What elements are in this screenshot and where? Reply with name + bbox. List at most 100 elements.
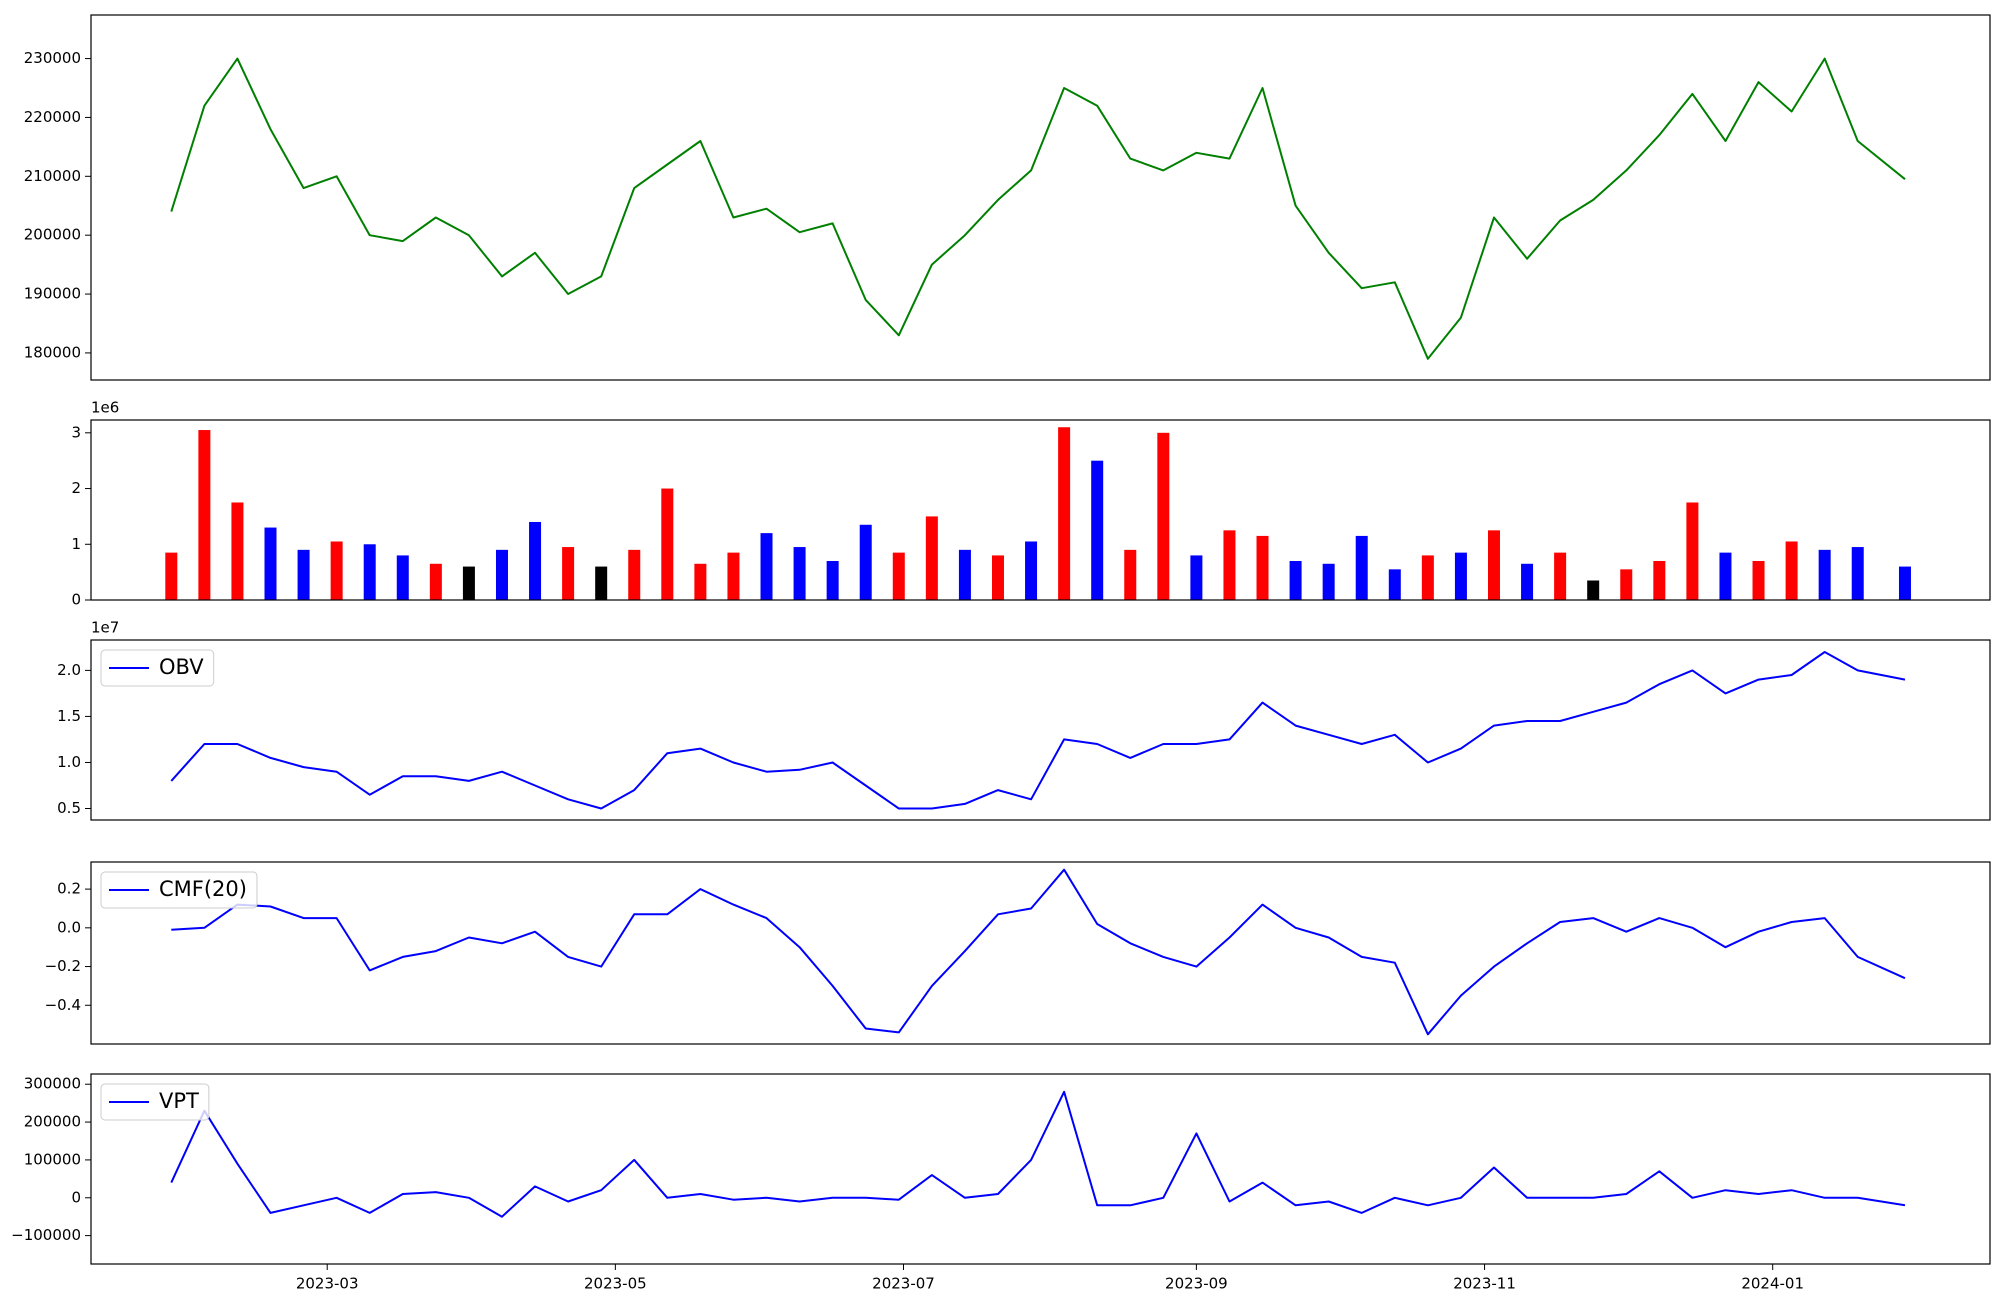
x-tick-label: 2023-05 bbox=[584, 1275, 647, 1293]
volume-bar bbox=[1620, 569, 1633, 600]
volume-bar bbox=[396, 555, 409, 600]
volume-bar bbox=[1223, 530, 1236, 600]
y-tick-label: 0.0 bbox=[57, 918, 81, 936]
volume-bar bbox=[264, 527, 277, 600]
volume-bar bbox=[661, 488, 674, 600]
legend-box bbox=[100, 871, 258, 909]
volume-bar bbox=[1355, 535, 1368, 600]
volume-bar bbox=[1898, 566, 1911, 600]
volume-bar bbox=[1157, 432, 1170, 600]
legend-box bbox=[100, 1083, 210, 1121]
axis-offset-text: 1e6 bbox=[91, 399, 119, 417]
series-line bbox=[170, 57, 1906, 360]
x-tick-label: 2023-09 bbox=[1165, 1275, 1228, 1293]
volume-bar bbox=[1256, 535, 1269, 600]
legend-label: OBV bbox=[159, 655, 204, 679]
volume-bar bbox=[1587, 580, 1600, 600]
axes-frame bbox=[90, 639, 1991, 821]
y-tick-label: −100000 bbox=[11, 1226, 81, 1244]
x-tick-label: 2023-11 bbox=[1453, 1275, 1516, 1293]
y-tick-label: 0.2 bbox=[57, 880, 81, 898]
y-tick-label: 220000 bbox=[24, 108, 81, 126]
volume-bar bbox=[198, 430, 211, 600]
volume-bar bbox=[595, 566, 608, 600]
volume-bar bbox=[793, 547, 806, 600]
volume-bar bbox=[462, 566, 475, 600]
volume-bar bbox=[628, 549, 641, 600]
volume-bar bbox=[1818, 549, 1831, 600]
volume-bar bbox=[958, 549, 971, 600]
y-tick-label: 190000 bbox=[24, 285, 81, 303]
volume-bar bbox=[429, 563, 442, 600]
volume-bar bbox=[297, 549, 310, 600]
volume-bar bbox=[1851, 547, 1864, 600]
volume-bar bbox=[330, 541, 343, 600]
volume-bar bbox=[1653, 560, 1666, 600]
series-line bbox=[170, 651, 1906, 810]
volume-bar bbox=[1752, 560, 1765, 600]
series-line bbox=[170, 1090, 1906, 1218]
legend-label: VPT bbox=[159, 1089, 199, 1113]
volume-bar bbox=[1454, 552, 1467, 600]
axis-offset-text: 1e7 bbox=[91, 619, 119, 637]
y-tick-label: 200000 bbox=[24, 226, 81, 244]
volume-bar bbox=[1521, 563, 1534, 600]
volume-bar bbox=[991, 555, 1004, 600]
volume-bar bbox=[859, 524, 872, 600]
volume-bar bbox=[1554, 552, 1567, 600]
axes-frame bbox=[90, 14, 1991, 381]
volume-bar bbox=[1289, 560, 1302, 600]
y-tick-label: 1.5 bbox=[57, 707, 81, 725]
x-tick-label: 2023-03 bbox=[296, 1275, 359, 1293]
y-tick-label: 230000 bbox=[24, 49, 81, 67]
volume-bar bbox=[1322, 563, 1335, 600]
y-tick-label: −0.2 bbox=[45, 957, 81, 975]
volume-bar bbox=[727, 552, 740, 600]
y-tick-label: 1 bbox=[71, 535, 81, 553]
volume-bar bbox=[1388, 569, 1401, 600]
volume-bar bbox=[562, 547, 575, 600]
y-tick-label: −0.4 bbox=[45, 996, 81, 1014]
y-tick-label: 1.0 bbox=[57, 753, 81, 771]
x-tick-label: 2024-01 bbox=[1741, 1275, 1804, 1293]
y-tick-label: 2.0 bbox=[57, 661, 81, 679]
volume-bar bbox=[1124, 549, 1137, 600]
series-line bbox=[171, 868, 1906, 1036]
volume-bar bbox=[1487, 530, 1500, 600]
volume-bar bbox=[1719, 552, 1732, 600]
volume-bar bbox=[826, 560, 839, 600]
volume-bar bbox=[892, 552, 905, 600]
axes-frame bbox=[90, 419, 1991, 601]
y-tick-label: 210000 bbox=[24, 167, 81, 185]
volume-bar bbox=[1091, 460, 1104, 600]
volume-bar bbox=[760, 533, 773, 600]
volume-bar bbox=[1190, 555, 1203, 600]
volume-bar bbox=[1686, 502, 1699, 600]
y-tick-label: 180000 bbox=[24, 343, 81, 361]
volume-bar bbox=[231, 502, 244, 600]
y-tick-label: 200000 bbox=[24, 1113, 81, 1131]
volume-bar bbox=[694, 563, 707, 600]
volume-bar bbox=[165, 552, 178, 600]
volume-bar bbox=[1421, 555, 1434, 600]
y-tick-label: 100000 bbox=[24, 1150, 81, 1168]
axes-frame bbox=[90, 1073, 1991, 1265]
legend-label: CMF(20) bbox=[159, 877, 247, 901]
y-tick-label: 0.5 bbox=[57, 799, 81, 817]
y-tick-label: 2 bbox=[71, 479, 81, 497]
y-tick-label: 0 bbox=[71, 1188, 81, 1206]
x-tick-label: 2023-07 bbox=[872, 1275, 935, 1293]
volume-bar bbox=[529, 521, 542, 600]
volume-bar bbox=[495, 549, 508, 600]
legend-box bbox=[100, 649, 215, 687]
volume-bar bbox=[1025, 541, 1038, 600]
y-tick-label: 3 bbox=[71, 423, 81, 441]
volume-bar bbox=[925, 516, 938, 600]
volume-bar bbox=[363, 544, 376, 600]
y-tick-label: 300000 bbox=[24, 1075, 81, 1093]
volume-bar bbox=[1785, 541, 1798, 600]
axes-frame bbox=[90, 861, 1991, 1045]
volume-bar bbox=[1058, 427, 1071, 600]
y-tick-label: 0 bbox=[71, 591, 81, 609]
